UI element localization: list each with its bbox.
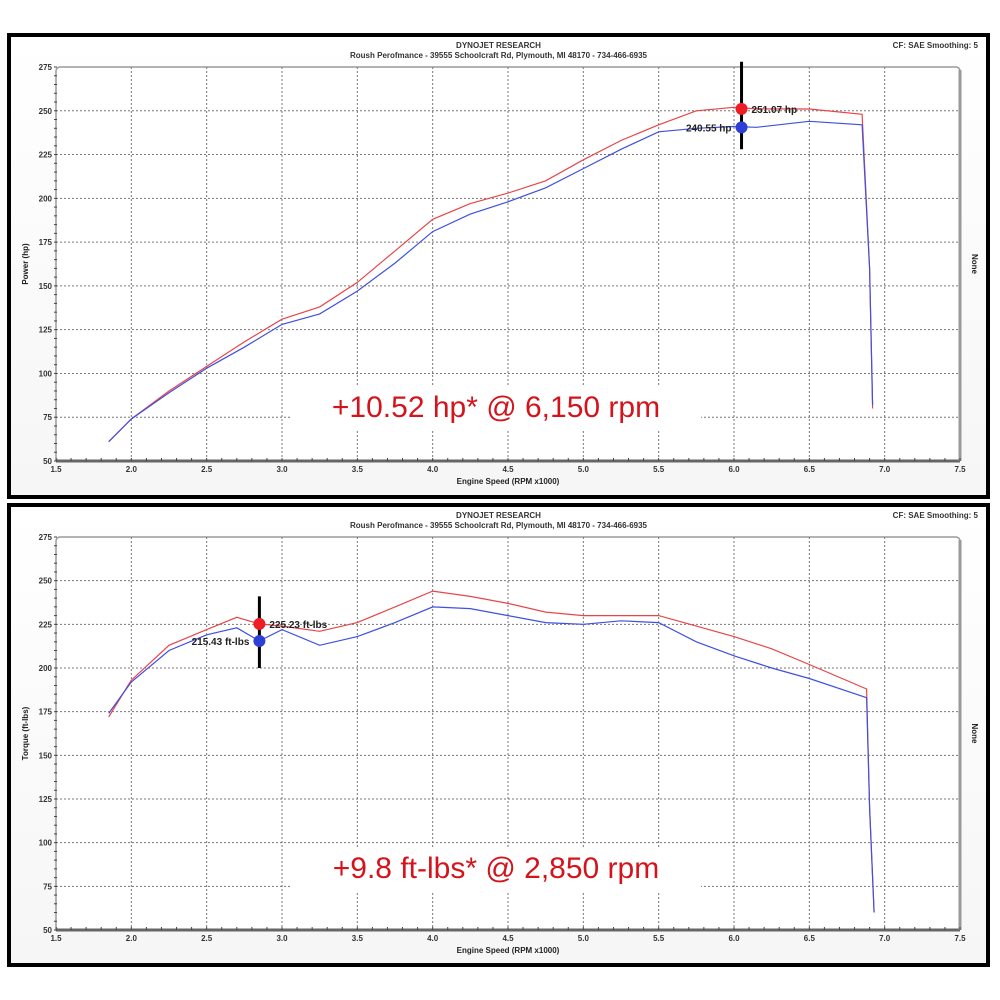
marker-red-label: 225.23 ft-lbs [269,620,327,631]
y-tick-label: 275 [39,533,53,542]
y-tick-label: 50 [43,457,52,466]
x-tick-label: 4.5 [502,934,514,943]
x-tick-label: 7.5 [954,934,966,943]
y-tick-label: 225 [39,620,53,629]
y-tick-label: 150 [39,282,53,291]
x-tick-label: 6.5 [804,934,816,943]
x-tick-label: 6.0 [728,934,740,943]
x-tick-label: 2.5 [201,465,213,474]
y-tick-label: 275 [39,63,53,72]
x-axis-label: Engine Speed (RPM x1000) [457,946,560,955]
stock-series-line [108,606,875,913]
x-tick-label: 5.0 [578,934,590,943]
y-tick-label: 75 [43,882,52,891]
torque-chart-panel: DYNOJET RESEARCH Roush Perofmance - 3955… [7,503,990,967]
x-tick-label: 7.0 [879,465,891,474]
modified-series-line [108,590,875,913]
y-tick-label: 250 [39,577,53,586]
marker-red-dot [735,102,748,115]
x-tick-label: 3.5 [352,465,364,474]
marker-blue-dot [253,635,266,648]
marker-blue-dot [735,121,748,134]
y-tick-label: 100 [39,839,53,848]
x-tick-label: 3.5 [352,934,364,943]
y-tick-label: 50 [43,926,52,935]
stock-series-line [108,120,874,443]
power-chart: 50 75 100 125 150 175 200 225 250 275 1.5 2.0 2.5 3.0… [21,61,979,486]
x-tick-label: 7.5 [954,465,966,474]
x-tick-label: 5.5 [653,465,665,474]
y-tick-label: 225 [39,151,53,160]
y-tick-label: 125 [39,795,53,804]
chart-header-subtitle: Roush Perofmance - 39555 Schoolcraft Rd,… [350,521,647,530]
y-tick-label: 175 [39,708,53,717]
x-tick-label: 3.0 [276,465,288,474]
y-tick-label: 125 [39,326,53,335]
x-tick-label: 1.5 [50,934,62,943]
y-tick-label: 75 [43,413,52,422]
marker-red-label: 251.07 hp [752,105,798,116]
chart-settings: CF: SAE Smoothing: 5 [892,511,978,520]
modified-series-line [108,106,874,443]
x-tick-label: 6.0 [728,465,740,474]
right-axis-label: None [970,254,979,275]
x-tick-label: 5.5 [653,934,665,943]
x-tick-label: 1.5 [50,465,62,474]
x-tick-label: 5.0 [578,465,590,474]
marker-blue-label: 240.55 hp [686,123,732,134]
x-axis-label: Engine Speed (RPM x1000) [457,477,560,486]
gain-annotation: +10.52 hp* @ 6,150 rpm [332,391,660,424]
y-axis-label: Power (hp) [21,243,30,285]
x-tick-label: 2.0 [126,934,138,943]
chart-settings: CF: SAE Smoothing: 5 [892,41,978,50]
y-tick-label: 200 [39,194,53,203]
x-tick-label: 4.5 [502,465,514,474]
y-tick-label: 100 [39,369,53,378]
chart-header-subtitle: Roush Perofmance - 39555 Schoolcraft Rd,… [350,51,647,60]
y-axis-label: Torque (ft-lbs) [21,706,30,760]
y-tick-label: 250 [39,107,53,116]
x-tick-label: 7.0 [879,934,891,943]
x-tick-label: 4.0 [427,465,439,474]
x-tick-label: 2.0 [126,465,138,474]
right-axis-label: None [970,724,979,745]
chart-header-title: DYNOJET RESEARCH [456,41,541,50]
gain-annotation: +9.8 ft-lbs* @ 2,850 rpm [333,852,659,885]
x-tick-label: 6.5 [804,465,816,474]
marker-red-dot [253,617,266,630]
y-tick-label: 200 [39,664,53,673]
chart-header-title: DYNOJET RESEARCH [456,511,541,520]
power-chart-panel: DYNOJET RESEARCH Roush Perofmance - 3955… [7,33,990,499]
torque-chart: 50 75 100 125 150 175 200 225 250 275 1.5 2.0 2.5 3.0… [21,533,979,955]
x-tick-label: 2.5 [201,934,213,943]
y-tick-label: 175 [39,238,53,247]
x-tick-label: 4.0 [427,934,439,943]
y-tick-label: 150 [39,751,53,760]
marker-blue-label: 215.43 ft-lbs [192,637,250,648]
x-tick-label: 3.0 [276,934,288,943]
